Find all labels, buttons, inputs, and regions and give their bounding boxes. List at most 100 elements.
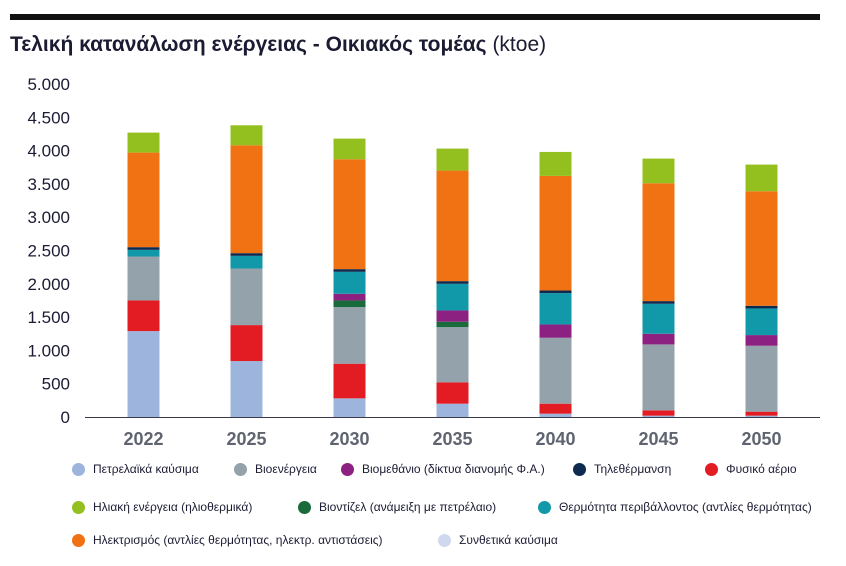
legend-swatch (72, 500, 85, 514)
bar-segment-2022-3 (127, 256, 160, 301)
bar-segment-2035-2 (436, 382, 469, 404)
x-tick-label: 2040 (535, 429, 575, 449)
bar-segment-2035-7 (436, 281, 469, 284)
bar-segment-2040-9 (539, 151, 572, 176)
legend-swatch (72, 462, 85, 476)
bar-segment-2022-2 (127, 300, 160, 332)
y-tick-label: 1.000 (27, 341, 70, 360)
bar-segment-2045-8 (642, 183, 675, 302)
legend-label: Βιοντίζελ (ανάμειξη με πετρέλαιο) (319, 500, 497, 514)
bar-segment-2040-2 (539, 403, 572, 414)
legend-label: Ηλιακή ενέργεια (ηλιοθερμικά) (93, 500, 253, 514)
legend-label: Συνθετικά καύσιμα (459, 533, 558, 547)
legend-label: Φυσικό αέριο (726, 462, 797, 476)
bar-segment-2050-1 (745, 415, 778, 417)
bar-segment-2022-7 (127, 247, 160, 250)
bar-segment-2022-1 (127, 331, 160, 417)
legend-item: Βιοντίζελ (ανάμειξη με πετρέλαιο) (298, 500, 496, 514)
bar-segment-2045-7 (642, 301, 675, 304)
bar-segment-2035-9 (436, 148, 469, 171)
legend-item: Θερμότητα περιβάλλοντος (αντλίες θερμότη… (538, 500, 812, 514)
bar-segment-2030-5 (333, 293, 366, 301)
bar-segment-2040-1 (539, 413, 572, 417)
chart-title-main: Τελική κατανάλωση ενέργειας - Οικιακός τ… (10, 33, 487, 56)
bar-segment-2050-7 (745, 305, 778, 309)
bar-segment-2025-8 (230, 145, 263, 254)
legend-item: Τηλεθέρμανση (573, 462, 671, 476)
legend-swatch (538, 500, 551, 514)
bar-segment-2035-5 (436, 310, 469, 322)
bar-segment-2022-8 (127, 152, 160, 248)
y-tick-label: 0 (61, 408, 70, 427)
x-tick-label: 2022 (123, 429, 163, 449)
bar-segment-2050-3 (745, 345, 778, 412)
y-tick-label: 4.500 (27, 108, 70, 127)
y-tick-label: 2.500 (27, 242, 70, 261)
bar-segment-2035-3 (436, 327, 469, 383)
y-tick-label: 500 (42, 375, 70, 394)
bar-segment-2025-9 (230, 125, 263, 146)
top-rule (10, 14, 820, 20)
bar-segment-2045-3 (642, 344, 675, 411)
bar-segment-2030-8 (333, 159, 366, 270)
legend-item: Φυσικό αέριο (705, 462, 797, 476)
bar-segment-2030-9 (333, 138, 366, 160)
legend-item: Βιοενέργεια (234, 462, 317, 476)
bar-segment-2045-6 (642, 303, 675, 334)
legend-label: Τηλεθέρμανση (594, 462, 672, 476)
stacked-bar-chart: 0 500 1.000 1.500 2.000 2.500 3.000 3.500 4.000 4… (27, 75, 820, 449)
y-tick-label: 4.000 (27, 142, 70, 161)
legend-item: Βιομεθάνιο (δίκτυα διανομής Φ.Α.) (341, 462, 545, 476)
bar-segment-2045-2 (642, 410, 675, 416)
legend-swatch (72, 533, 85, 547)
legend-swatch (573, 462, 586, 476)
bar-segment-2050-8 (745, 191, 778, 306)
legend-item: Συνθετικά καύσιμα (438, 533, 558, 547)
bar-segment-2025-3 (230, 268, 263, 326)
bar-segment-2045-9 (642, 158, 675, 184)
bar-segment-2045-5 (642, 333, 675, 345)
legend-item: Πετρελαϊκά καύσιμα (72, 462, 199, 476)
bar-segment-2035-6 (436, 283, 469, 311)
bar-segment-2030-7 (333, 269, 366, 272)
bar-segment-2040-5 (539, 324, 572, 338)
y-tick-label: 2.000 (27, 275, 70, 294)
legend-swatch (298, 500, 311, 514)
bar-segment-2030-6 (333, 271, 366, 294)
bar-segment-2035-8 (436, 170, 469, 282)
bar-segment-2025-2 (230, 325, 263, 362)
bar-segment-2030-4 (333, 300, 366, 308)
chart-title: Τελική κατανάλωση ενέργειας - Οικιακός τ… (10, 33, 546, 57)
y-tick-label: 3.000 (27, 208, 70, 227)
bar-segment-2040-8 (539, 175, 572, 291)
y-tick-label: 5.000 (27, 75, 70, 94)
legend-label: Ηλεκτρισμός (αντλίες θερμότητας, ηλεκτρ.… (93, 533, 383, 547)
x-tick-label: 2045 (638, 429, 678, 449)
bar-segment-2025-7 (230, 253, 263, 256)
legend-label: Θερμότητα περιβάλλοντος (αντλίες θερμότη… (559, 500, 812, 514)
y-tick-label: 1.500 (27, 308, 70, 327)
bar-segment-2022-6 (127, 249, 160, 257)
bar-segment-2030-2 (333, 363, 366, 399)
x-tick-label: 2050 (741, 429, 781, 449)
bar-segment-2030-1 (333, 398, 366, 417)
bar-segment-2050-9 (745, 164, 778, 192)
bar-segment-2045-1 (642, 415, 675, 417)
legend-swatch (705, 462, 718, 476)
bar-segment-2040-3 (539, 337, 572, 404)
bar-segment-2050-6 (745, 308, 778, 336)
legend-swatch (341, 462, 354, 476)
legend-label: Πετρελαϊκά καύσιμα (93, 462, 199, 476)
bar-segment-2025-6 (230, 255, 263, 269)
bar-segment-2030-3 (333, 307, 366, 364)
bar-segment-2035-4 (436, 321, 469, 328)
y-tick-label: 3.500 (27, 175, 70, 194)
x-tick-label: 2025 (226, 429, 266, 449)
legend-label: Βιομεθάνιο (δίκτυα διανομής Φ.Α.) (362, 462, 545, 476)
x-tick-label: 2035 (432, 429, 472, 449)
legend-swatch (234, 462, 247, 476)
bar-segment-2040-7 (539, 290, 572, 294)
legend-swatch (438, 533, 451, 547)
bar-segment-2022-9 (127, 132, 160, 153)
bar-segment-2040-6 (539, 293, 572, 325)
